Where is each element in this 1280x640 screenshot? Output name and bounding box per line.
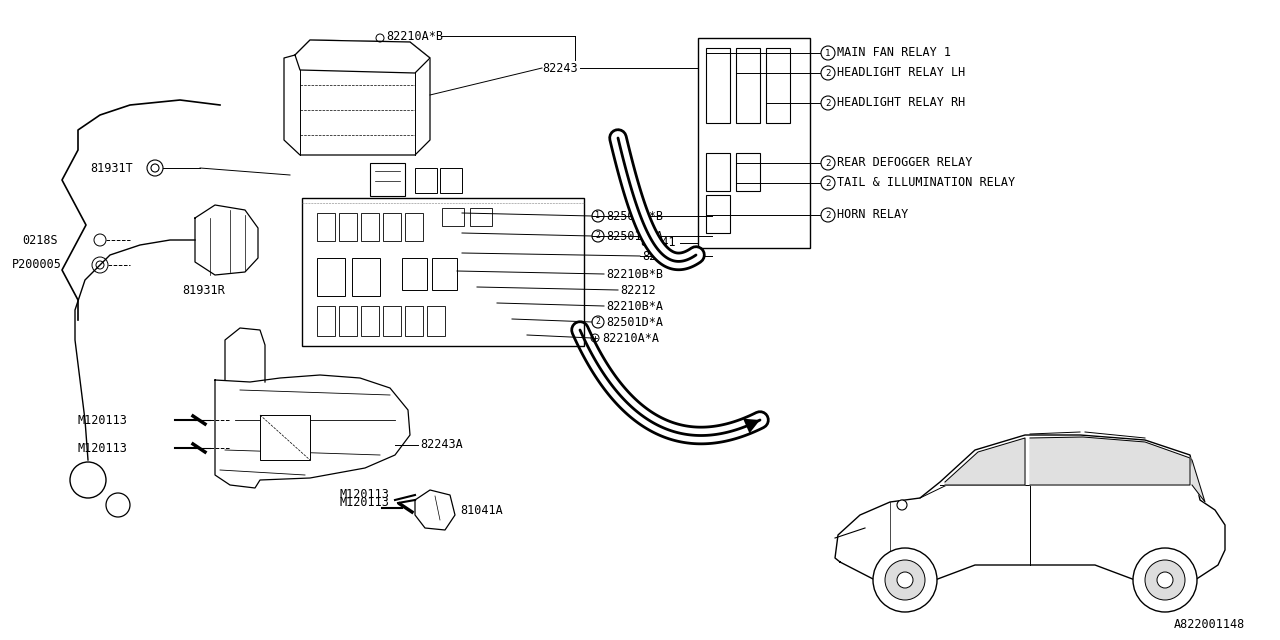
- Text: 82231: 82231: [643, 250, 677, 262]
- Text: 82501D*A: 82501D*A: [605, 316, 663, 328]
- Bar: [707, 153, 730, 191]
- Bar: [470, 208, 492, 226]
- Bar: [765, 48, 790, 123]
- Text: 1: 1: [595, 211, 600, 221]
- Circle shape: [1133, 548, 1197, 612]
- Bar: [317, 306, 335, 336]
- Bar: [433, 258, 457, 290]
- Text: P200005: P200005: [12, 259, 61, 271]
- Bar: [404, 213, 422, 241]
- Circle shape: [1146, 560, 1185, 600]
- Bar: [339, 213, 357, 241]
- Text: HORN RELAY: HORN RELAY: [837, 209, 909, 221]
- Bar: [442, 208, 465, 226]
- Text: 82501D*A: 82501D*A: [605, 230, 663, 243]
- Bar: [707, 48, 730, 123]
- Bar: [428, 306, 445, 336]
- Polygon shape: [294, 40, 430, 73]
- Bar: [317, 258, 346, 296]
- Text: 2: 2: [826, 99, 831, 108]
- Text: MAIN FAN RELAY 1: MAIN FAN RELAY 1: [837, 47, 951, 60]
- Polygon shape: [284, 40, 430, 155]
- Polygon shape: [835, 435, 1225, 586]
- Text: TAIL & ILLUMINATION RELAY: TAIL & ILLUMINATION RELAY: [837, 177, 1015, 189]
- Polygon shape: [1030, 437, 1190, 485]
- Text: 82241: 82241: [640, 237, 676, 250]
- Text: A822001148: A822001148: [1174, 618, 1245, 632]
- Bar: [317, 213, 335, 241]
- Bar: [339, 306, 357, 336]
- Bar: [415, 168, 436, 193]
- Text: 2: 2: [595, 317, 600, 326]
- Circle shape: [1157, 572, 1172, 588]
- Text: HEADLIGHT RELAY RH: HEADLIGHT RELAY RH: [837, 97, 965, 109]
- Text: 82212: 82212: [620, 284, 655, 296]
- Polygon shape: [744, 419, 760, 433]
- Polygon shape: [195, 205, 259, 275]
- Bar: [383, 306, 401, 336]
- Text: REAR DEFOGGER RELAY: REAR DEFOGGER RELAY: [837, 157, 973, 170]
- Polygon shape: [225, 328, 265, 382]
- Bar: [361, 306, 379, 336]
- Text: 2: 2: [595, 232, 600, 241]
- Text: 2: 2: [826, 179, 831, 188]
- Bar: [736, 48, 760, 123]
- Text: 82243: 82243: [541, 61, 577, 74]
- Bar: [404, 306, 422, 336]
- Bar: [370, 163, 404, 196]
- Bar: [736, 153, 760, 191]
- Text: M120113: M120113: [78, 413, 128, 426]
- Text: 82501D*B: 82501D*B: [605, 209, 663, 223]
- Bar: [707, 195, 730, 233]
- Text: 82210A*B: 82210A*B: [387, 29, 443, 42]
- Polygon shape: [945, 438, 1025, 485]
- Text: HEADLIGHT RELAY LH: HEADLIGHT RELAY LH: [837, 67, 965, 79]
- Bar: [698, 38, 810, 248]
- Text: 82210B*B: 82210B*B: [605, 268, 663, 280]
- Text: 2: 2: [826, 159, 831, 168]
- Bar: [302, 198, 584, 346]
- Bar: [352, 258, 380, 296]
- Polygon shape: [415, 490, 454, 530]
- Text: 1: 1: [826, 49, 831, 58]
- Text: M120113: M120113: [340, 488, 390, 502]
- Text: M120113: M120113: [78, 442, 128, 454]
- Text: 81931R: 81931R: [182, 284, 225, 296]
- Text: 81041A: 81041A: [460, 504, 503, 516]
- Text: 81931T: 81931T: [90, 161, 133, 175]
- Polygon shape: [1192, 460, 1204, 502]
- Text: 82210B*A: 82210B*A: [605, 300, 663, 312]
- Circle shape: [884, 560, 925, 600]
- Bar: [260, 415, 310, 460]
- Bar: [440, 168, 462, 193]
- Circle shape: [897, 500, 908, 510]
- Bar: [361, 213, 379, 241]
- Text: 2: 2: [826, 68, 831, 77]
- Text: 82243A: 82243A: [420, 438, 463, 451]
- Text: M120113: M120113: [340, 497, 390, 509]
- Text: 2: 2: [826, 211, 831, 220]
- Circle shape: [897, 572, 913, 588]
- Text: 82210A*A: 82210A*A: [602, 332, 659, 344]
- Circle shape: [873, 548, 937, 612]
- Bar: [402, 258, 428, 290]
- Text: 0218S: 0218S: [22, 234, 58, 246]
- Polygon shape: [215, 375, 410, 488]
- Bar: [383, 213, 401, 241]
